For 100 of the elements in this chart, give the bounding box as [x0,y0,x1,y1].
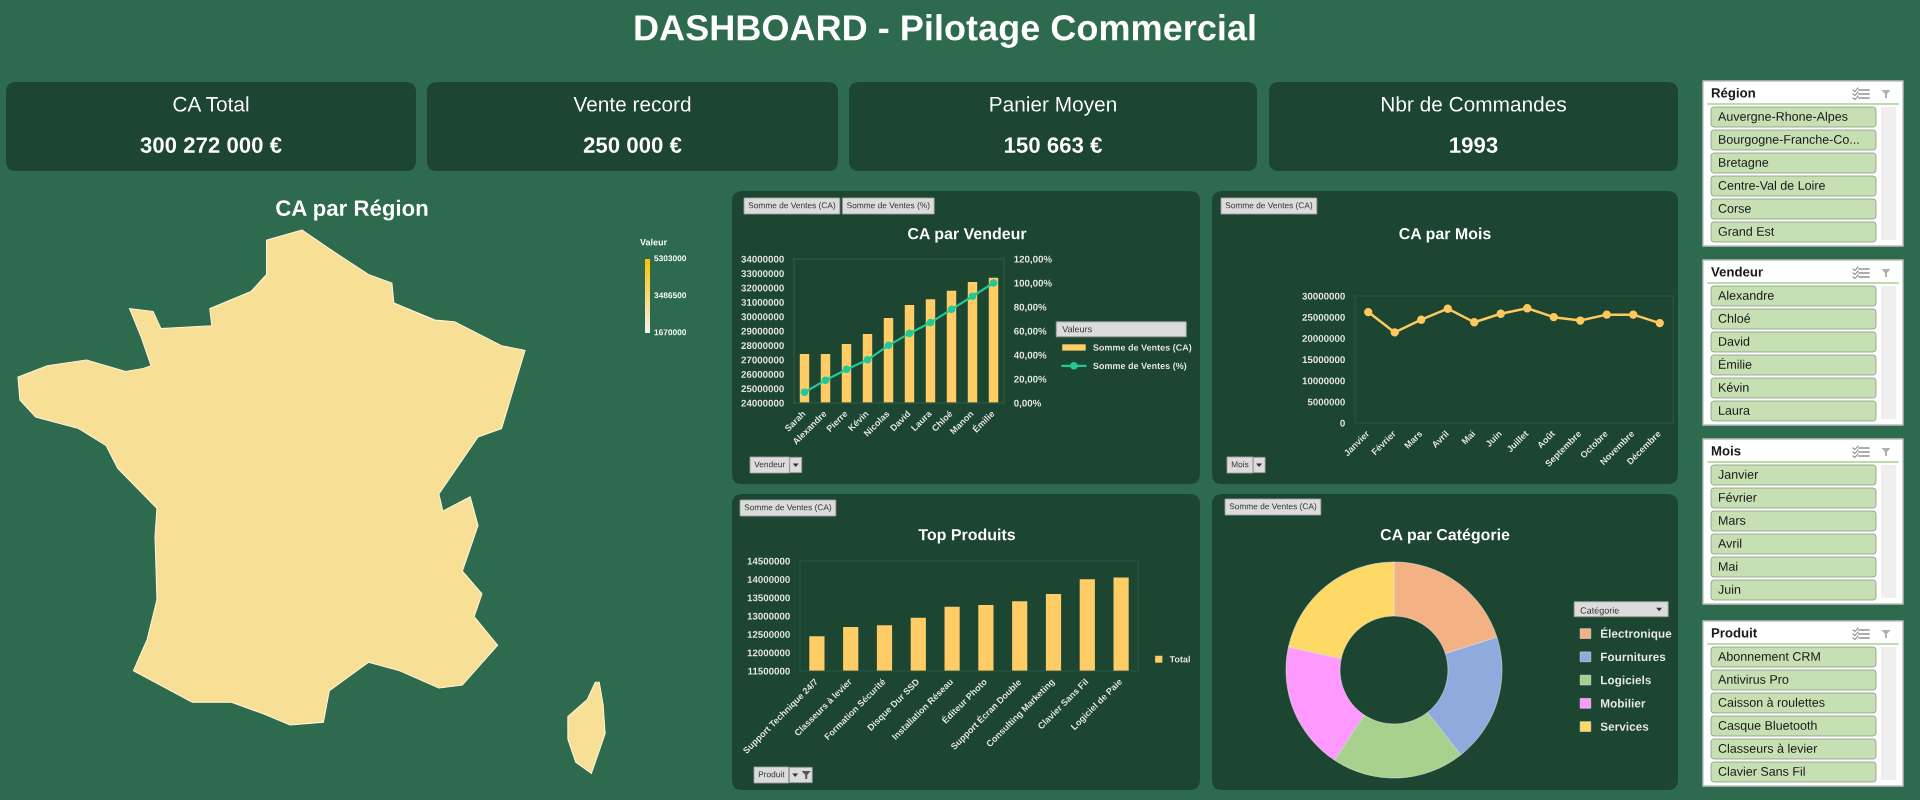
text: Mois [1711,445,1741,456]
y2-tick-label: 100,00% [1014,279,1052,289]
text: 3486500 [654,292,687,299]
text: Somme de Ventes (%) [847,202,930,210]
text: Kévin [1719,382,1749,392]
text: Auvergne-Rhone-Alpes [1718,111,1848,124]
y-tick-label: 24000000 [741,399,784,407]
y2-tick-label: 120,00% [1014,255,1052,265]
y2-tick-label: 60,00% [1014,327,1047,337]
text: Somme de Ventes (CA) [748,202,836,210]
text: Antivirus Pro [1718,674,1789,684]
text: 250 000 € [583,137,682,153]
color-bar-title: Valeur [640,238,667,246]
legend-label: Logiciels [1601,675,1651,687]
text: Somme de Ventes (CA) [744,504,832,512]
legend-label: Électronique [1601,627,1672,641]
x-tick-label: Mai [1461,430,1476,445]
y-tick-label: 12000000 [747,649,790,657]
chart-title: CA par Catégorie [1380,528,1510,544]
chart-title: CA par Vendeur [908,227,1027,243]
y-tick-label: 34000000 [741,255,784,263]
point [968,292,977,301]
y2-tick-label: 80,00% [1014,303,1047,313]
point [1390,328,1399,337]
y-tick-label: 13500000 [747,594,790,602]
y-tick-label: 27000000 [741,356,784,364]
y-tick-label: 15000000 [1302,356,1345,364]
point [1443,304,1452,313]
text: Somme de Ventes (CA) [1229,503,1317,511]
text: Vendeur [1711,266,1763,277]
legend-label: Services [1600,722,1649,731]
point [905,329,914,338]
legend-label: Somme de Ventes (CA) [1093,344,1192,353]
text: Mai [1719,561,1738,571]
y-tick-label: 5000000 [1307,398,1345,406]
text: 150 663 € [1004,137,1103,153]
text: Juin [1718,584,1741,594]
point [842,365,851,374]
y-tick-label: 10000000 [1302,377,1345,385]
y2-tick-label: 20,00% [1014,375,1047,385]
y-tick-label: 33000000 [741,270,784,278]
y-tick-label: 25000000 [1302,313,1345,321]
text: Vendeur [754,461,786,468]
text: Produit [758,771,785,778]
point [1364,307,1373,317]
point [1496,309,1505,318]
text: David [1719,336,1750,346]
y-tick-label: 32000000 [741,284,784,292]
y2-tick-label: 0,00% [1014,399,1042,409]
text: Panier Moyen [990,96,1116,116]
y-tick-label: 12500000 [747,631,790,638]
point [1602,310,1611,319]
chart-title: CA par Mois [1399,227,1491,243]
text: Casque Bluetooth [1718,720,1817,733]
y-tick-label: 14500000 [747,557,790,565]
text: CA par Région [276,199,428,221]
text: Somme de Ventes (CA) [1225,202,1313,210]
point [989,279,998,287]
text: Émilie [1719,357,1752,369]
text: Bretagne [1719,158,1769,170]
point [1576,316,1585,325]
text: CA Total [173,96,249,112]
text: Clavier Sans Fil [1718,766,1805,776]
text: 1670000 [654,329,687,336]
text: Chloé [1718,313,1751,323]
point [926,318,935,327]
text: Janvier [1718,469,1759,479]
text: Grand Est [1718,226,1775,236]
text: Caisson à roulettes [1718,697,1825,707]
legend-label: Somme de Ventes (%) [1093,362,1187,371]
y-tick-label: 30000000 [1302,292,1345,300]
point [947,305,956,314]
y-tick-label: 29000000 [741,327,784,335]
text: Abonnement CRM [1718,651,1820,661]
y-tick-label: 20000000 [1302,335,1345,342]
text: Avril [1718,538,1742,548]
text: Mars [1719,516,1746,525]
legend-title: Catégorie [1580,606,1619,616]
legend-label: Total [1169,655,1190,663]
y-tick-label: 30000000 [741,313,784,321]
y-tick-label: 14000000 [747,576,790,583]
text: DASHBOARD - Pilotage Commercial [635,14,1255,48]
text: Alexandre [1718,290,1774,300]
point [1470,318,1479,327]
point [863,355,872,364]
text: Vente record [573,96,691,112]
legend-label: Fournitures [1601,652,1666,662]
point [884,341,893,350]
point [1417,315,1426,324]
legend-title: Valeurs [1062,325,1092,333]
text: 300 272 000 € [140,137,282,153]
text: Mois [1231,461,1249,468]
point [821,376,830,385]
y-tick-label: 13000000 [747,612,790,620]
y-tick-label: 25000000 [741,385,784,393]
legend-label: Mobilier [1601,698,1646,708]
y-tick-label: 31000000 [741,298,784,306]
y-tick-label: 11500000 [748,667,790,675]
text: Centre-Val de Loire [1718,180,1825,190]
text: 1993 [1450,137,1498,153]
